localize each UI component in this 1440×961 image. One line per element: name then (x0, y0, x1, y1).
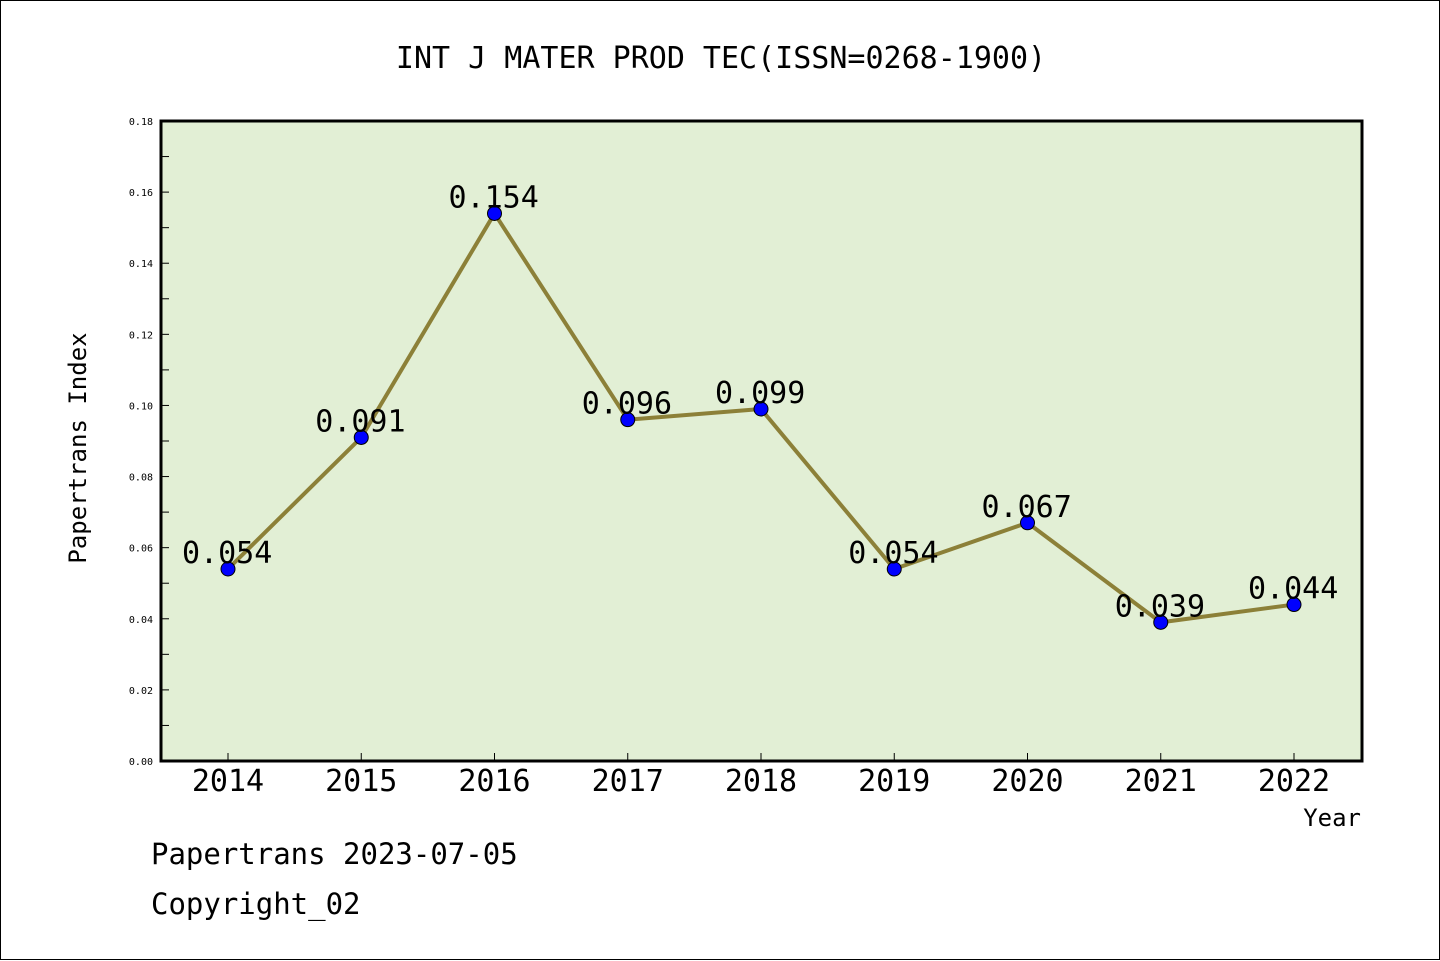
y-axis: 0.00 0.02 0.04 0.06 0.08 0.10 0.12 0.14 0.16 0.18 (129, 117, 169, 768)
x-tick-label: 2018 (725, 764, 797, 799)
data-labels: 0.054 0.091 0.154 0.096 0.099 0.054 0.067 0.039… (182, 180, 1338, 624)
series-markers (220, 205, 1302, 630)
data-point (753, 401, 769, 417)
y-tick-label: 0.16 (129, 188, 153, 199)
x-tick-label: 2014 (192, 764, 264, 799)
data-point (353, 429, 369, 445)
x-tick-label: 2017 (592, 764, 664, 799)
y-tick-label: 0.10 (129, 401, 153, 412)
data-point (1286, 597, 1302, 613)
data-point (620, 412, 636, 428)
data-label: 0.099 (715, 376, 805, 411)
chart-title: INT J MATER PROD TEC(ISSN=0268-1900) (396, 41, 1046, 76)
data-label: 0.067 (982, 490, 1072, 525)
x-tick-label: 2016 (458, 764, 530, 799)
data-point (220, 561, 236, 577)
y-tick-label: 0.00 (129, 757, 153, 768)
footer-date: Papertrans 2023-07-05 (151, 837, 518, 871)
footer-copyright: Copyright_02 (151, 887, 361, 922)
y-tick-label: 0.18 (129, 117, 153, 128)
y-tick-label: 0.08 (129, 473, 153, 484)
x-tick-label: 2015 (325, 764, 397, 799)
y-tick-label: 0.02 (129, 686, 153, 697)
x-tick-label: 2022 (1258, 764, 1330, 799)
x-tick-label: 2021 (1125, 764, 1197, 799)
data-point (487, 205, 502, 221)
data-label: 0.054 (182, 536, 272, 571)
y-tick-label: 0.06 (129, 544, 153, 555)
x-axis-label: Year (1303, 804, 1361, 832)
x-axis: 2014 2015 2016 2017 2018 2019 2020 2021 2022 (192, 753, 1330, 799)
data-label: 0.096 (582, 387, 672, 422)
data-label: 0.044 (1248, 572, 1338, 607)
y-tick-label: 0.12 (129, 330, 153, 341)
data-label: 0.154 (449, 180, 539, 215)
data-point (1153, 614, 1169, 630)
plot-area (159, 119, 1364, 763)
y-tick-label: 0.04 (129, 615, 153, 626)
data-label: 0.039 (1115, 589, 1205, 624)
x-tick-label: 2020 (991, 764, 1063, 799)
data-label: 0.054 (848, 536, 938, 571)
y-axis-label: Papertrans Index (64, 332, 92, 563)
y-tick-label: 0.14 (129, 259, 153, 270)
data-point (886, 561, 902, 577)
x-tick-label: 2019 (858, 764, 930, 799)
data-point (1020, 515, 1035, 531)
data-label: 0.091 (315, 404, 405, 439)
